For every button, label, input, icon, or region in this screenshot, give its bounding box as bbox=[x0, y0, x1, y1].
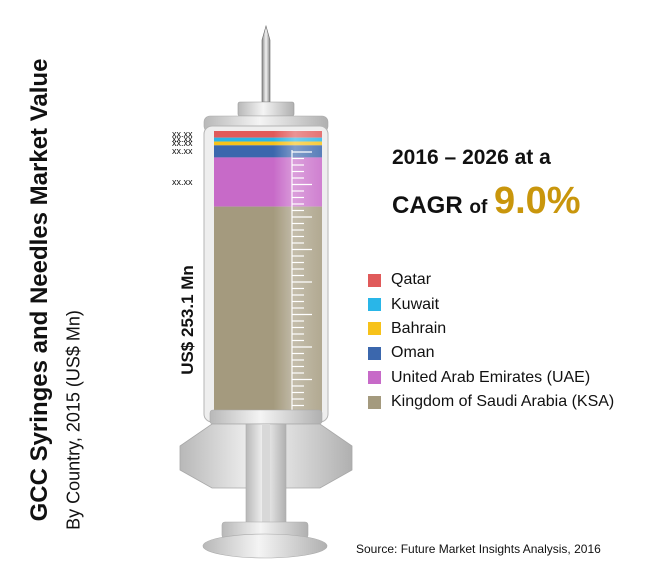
legend-label: Bahrain bbox=[391, 319, 447, 337]
segment-label-kuwait: xx.xx bbox=[172, 134, 193, 145]
source-note: Source: Future Market Insights Analysis,… bbox=[356, 542, 601, 556]
segment-label-oman: xx.xx bbox=[172, 145, 193, 156]
segment-label-united-arab-emirates-uae: xx.xx bbox=[172, 176, 193, 187]
legend-label: Kuwait bbox=[391, 295, 440, 313]
segment-label-qatar: xx.xx bbox=[172, 128, 193, 139]
legend-swatch bbox=[368, 371, 381, 385]
legend-item-bahrain: Bahrain bbox=[368, 317, 614, 341]
legend-item-oman: Oman bbox=[368, 341, 614, 365]
needle-hub bbox=[237, 101, 295, 117]
glass-highlight bbox=[214, 130, 322, 420]
cagr-value: 9.0% bbox=[493, 180, 581, 222]
legend-swatch bbox=[368, 322, 381, 336]
legend-swatch bbox=[368, 298, 381, 312]
legend: Qatar Kuwait Bahrain Oman United Arab Emirat… bbox=[368, 268, 614, 414]
segment-label-bahrain: xx.xx bbox=[172, 137, 193, 148]
legend-item-united-arab-emirates-uae: United Arab Emirates (UAE) bbox=[368, 366, 614, 390]
legend-label: Kingdom of Saudi Arabia (KSA) bbox=[391, 393, 615, 411]
cagr-of: of bbox=[469, 197, 488, 218]
cagr-label: CAGR bbox=[392, 192, 463, 219]
legend-item-qatar: Qatar bbox=[368, 268, 614, 292]
thumb-press-base bbox=[202, 533, 328, 559]
legend-label: Oman bbox=[391, 344, 435, 362]
legend-swatch bbox=[368, 346, 381, 360]
total-value-label: US$ 253.1 Mn bbox=[178, 265, 197, 375]
cagr-statement: CAGR of 9.0% bbox=[392, 180, 581, 223]
legend-item-kuwait: Kuwait bbox=[368, 292, 614, 316]
plunger-rib bbox=[262, 424, 270, 524]
legend-swatch bbox=[368, 395, 381, 409]
plunger-seal bbox=[209, 409, 323, 425]
needle bbox=[261, 24, 271, 103]
legend-swatch bbox=[368, 273, 381, 287]
legend-label: United Arab Emirates (UAE) bbox=[391, 368, 591, 386]
scale-ticks bbox=[292, 151, 312, 413]
legend-label: Qatar bbox=[391, 271, 432, 289]
cagr-period: 2016 – 2026 at a bbox=[392, 146, 551, 169]
legend-item-kingdom-of-saudi-arabia-ksa: Kingdom of Saudi Arabia (KSA) bbox=[368, 390, 614, 414]
